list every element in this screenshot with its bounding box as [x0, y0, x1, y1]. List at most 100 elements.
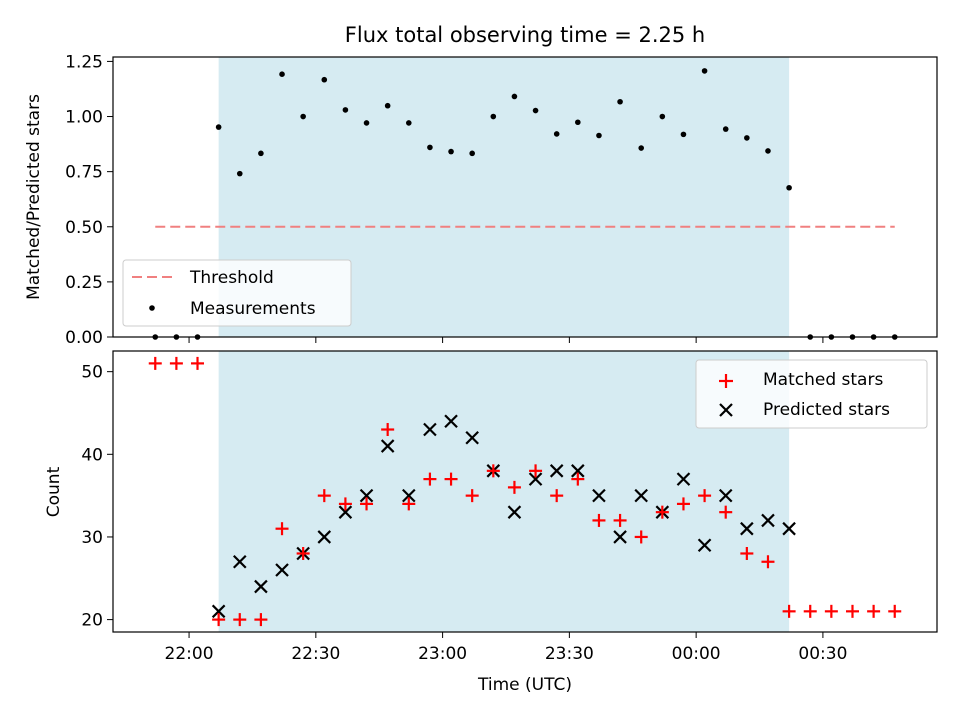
matched-star-point — [233, 613, 247, 627]
measurement-point — [236, 170, 243, 177]
matched-star-point — [275, 522, 289, 536]
bottom-legend: Matched stars Predicted stars — [695, 359, 928, 429]
matched-star-point — [613, 513, 627, 527]
predicted-star-point — [402, 488, 416, 503]
measurement-point — [553, 131, 560, 137]
matched-star-point — [676, 497, 690, 511]
chart-title: Flux total observing time = 2.25 h — [345, 23, 705, 47]
y-tick-label: 40 — [81, 445, 103, 465]
matched-star-point — [888, 604, 902, 618]
top-panel: 0.00 0.25 0.50 0.75 1.00 1.25 Matched/Predict… — [24, 52, 938, 348]
x-tick-label: 22:30 — [291, 644, 340, 664]
x-tick-label: 22:00 — [165, 644, 214, 664]
matched-star-point — [571, 472, 585, 486]
y-tick-label: 0.00 — [65, 328, 103, 348]
measurement-point — [701, 68, 708, 74]
measurement-point — [659, 113, 666, 120]
predicted-star-point — [507, 505, 522, 519]
measurements-legend-marker — [149, 305, 155, 311]
predicted-star-point — [571, 464, 585, 478]
bottom-x-axis: 22:00 22:30 23:00 23:30 00:00 00:30 — [165, 632, 847, 664]
predicted-star-point — [761, 513, 775, 528]
predicted-star-point — [444, 414, 458, 429]
measurement-point — [638, 145, 645, 151]
y-tick-label: 20 — [81, 611, 103, 631]
y-tick-label: 0.75 — [65, 163, 103, 183]
matched-star-point — [867, 604, 881, 618]
bottom-legend-box — [695, 359, 928, 429]
predicted-star-point — [380, 439, 395, 453]
predicted-star-point — [549, 464, 564, 478]
measurement-point — [215, 124, 222, 130]
predicted-star-point — [740, 521, 754, 536]
matched-stars-legend-marker — [719, 374, 733, 388]
y-tick-label: 1.25 — [65, 52, 103, 72]
matched-star-point — [296, 546, 310, 560]
measurements-legend-label: Measurements — [190, 299, 316, 319]
predicted-star-point — [338, 505, 353, 519]
matched-star-point — [719, 505, 733, 519]
top-axes-frame — [112, 56, 938, 338]
top-legend: Threshold Measurements — [122, 259, 352, 327]
predicted-star-point — [275, 563, 289, 577]
matched-star-point — [740, 546, 754, 560]
measurement-point — [511, 93, 518, 100]
predicted-star-point — [613, 530, 627, 544]
measurement-point — [469, 150, 475, 157]
matched-star-point — [803, 604, 817, 618]
matched-star-point — [486, 464, 500, 478]
measurement-point — [765, 148, 771, 154]
measurement-point — [448, 148, 454, 155]
x-axis-label: Time (UTC) — [477, 675, 572, 695]
bottom-shaded-region — [218, 351, 790, 632]
x-tick-label: 00:00 — [672, 644, 721, 664]
predicted-star-point — [782, 521, 796, 536]
bottom-axes-frame — [112, 350, 938, 633]
predicted-star-point — [211, 604, 226, 619]
matched-star-point — [212, 613, 226, 627]
measurement-point — [363, 120, 370, 126]
top-legend-box — [122, 259, 352, 327]
predicted-star-point — [634, 488, 648, 503]
matched-stars-legend-label: Matched stars — [763, 370, 883, 390]
matched-star-point — [423, 472, 437, 486]
matched-star-point — [507, 480, 521, 494]
measurement-point — [427, 144, 433, 151]
x-tick-label: 23:30 — [545, 644, 594, 664]
measurement-point — [680, 131, 687, 138]
matched-star-point — [169, 356, 183, 370]
y-tick-label: 0.50 — [65, 218, 103, 238]
matched-star-point — [360, 497, 374, 511]
predicted-star-point — [423, 422, 437, 437]
matched-star-point — [402, 497, 416, 511]
predicted-star-point — [528, 472, 543, 486]
measurement-point — [617, 98, 623, 105]
y-tick-label: 1.00 — [65, 108, 103, 128]
predicted-star-point — [592, 488, 606, 503]
y-tick-label: 0.25 — [65, 273, 103, 293]
matched-star-point — [465, 489, 479, 503]
matched-star-point — [698, 489, 712, 503]
x-tick-label: 00:30 — [798, 644, 847, 664]
measurement-point — [321, 76, 328, 83]
matched-star-point — [529, 464, 543, 478]
predicted-star-point — [465, 431, 479, 445]
matched-star-point — [634, 530, 648, 544]
matched-star-point — [338, 497, 352, 511]
matched-star-point — [550, 489, 564, 503]
matched-star-point — [148, 356, 162, 370]
matched-star-point — [381, 423, 395, 437]
predicted-stars-legend-label: Predicted stars — [763, 400, 890, 420]
top-x-ticks — [188, 337, 824, 343]
matched-star-point — [254, 613, 268, 627]
matched-star-point — [592, 513, 606, 527]
measurement-point — [596, 132, 602, 139]
bottom-y-axis: 20 30 40 50 — [81, 363, 113, 631]
matched-star-point — [824, 604, 838, 618]
measurement-point — [405, 120, 412, 126]
predicted-stars-series — [211, 414, 796, 619]
y-tick-label: 50 — [81, 363, 103, 383]
predicted-star-point — [232, 554, 247, 569]
